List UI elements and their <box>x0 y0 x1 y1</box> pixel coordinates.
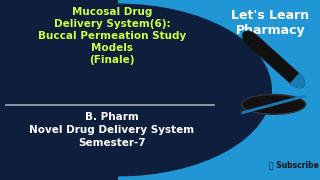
Circle shape <box>0 4 272 176</box>
Text: 🔔 Subscribe: 🔔 Subscribe <box>269 160 319 169</box>
Text: Let's Learn
Pharmacy: Let's Learn Pharmacy <box>231 9 309 37</box>
Text: Mucosal Drug
Delivery System(6):
Buccal Permeation Study
Models
(Finale): Mucosal Drug Delivery System(6): Buccal … <box>38 7 186 65</box>
Ellipse shape <box>242 94 306 114</box>
Polygon shape <box>291 74 304 87</box>
Bar <box>0 0 118 180</box>
Text: B. Pharm
Novel Drug Delivery System
Semester-7: B. Pharm Novel Drug Delivery System Seme… <box>29 112 195 148</box>
Polygon shape <box>243 31 304 87</box>
